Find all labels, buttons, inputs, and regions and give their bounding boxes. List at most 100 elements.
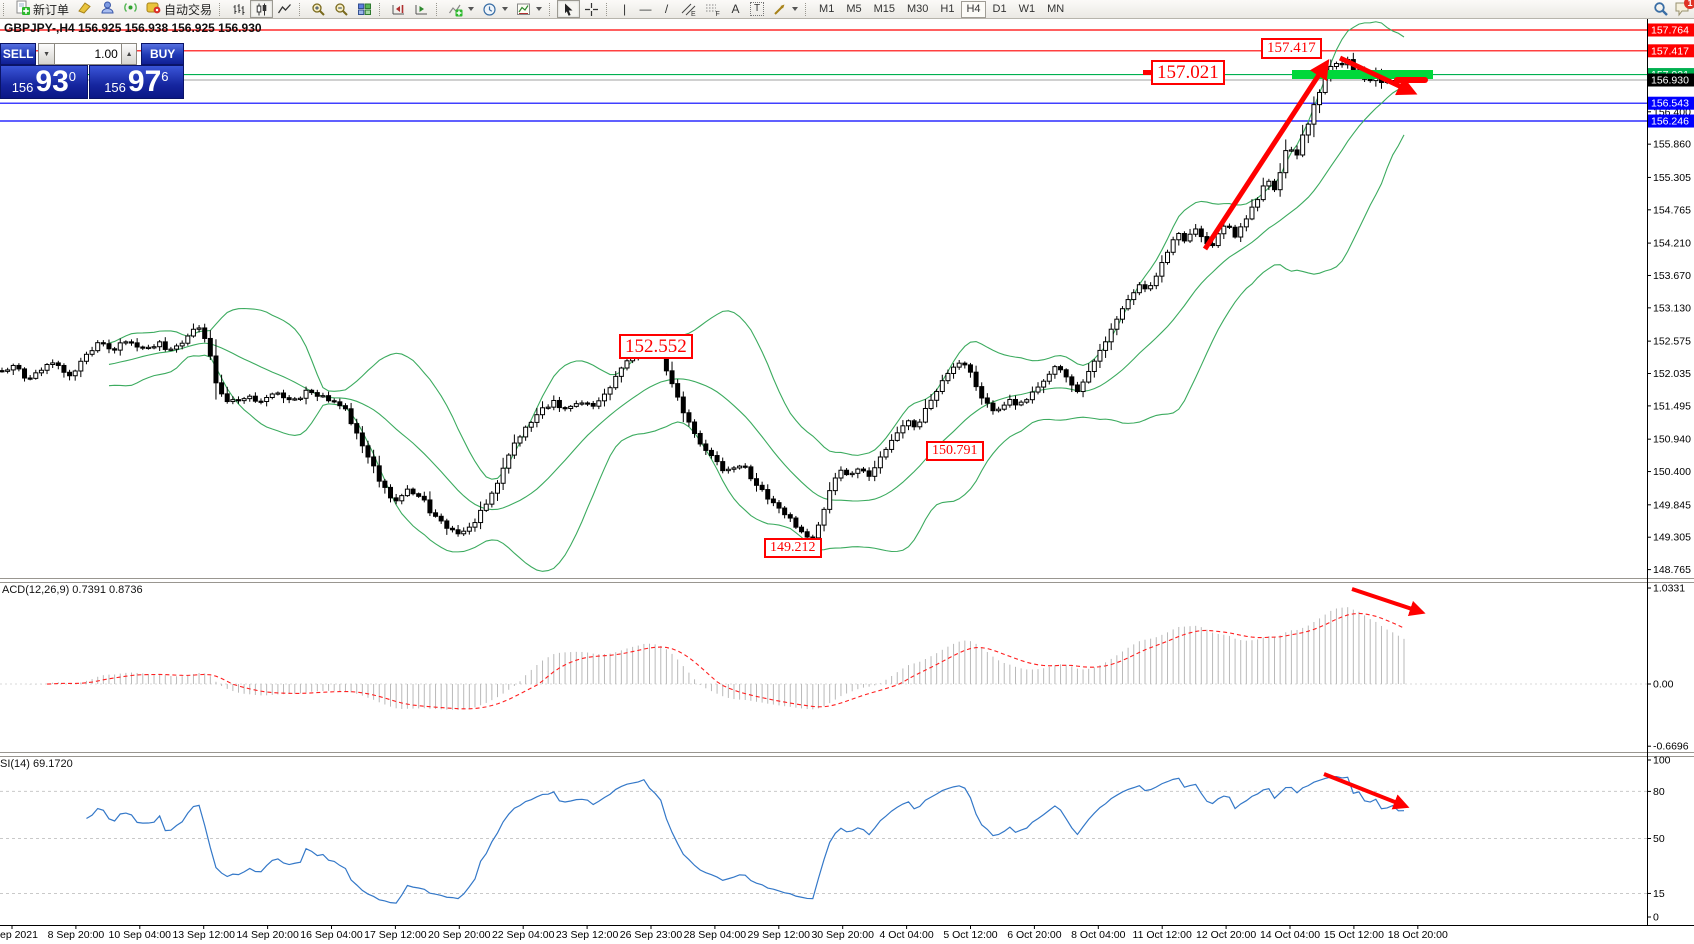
trend-arrow [1323,772,1410,810]
channel-button[interactable]: E [677,0,701,18]
buy-price-prefix: 156 [104,80,126,95]
volume-decrease-button[interactable]: ▼ [38,43,55,65]
x-axis-date-label: 11 Oct 12:00 [1133,929,1193,941]
rsi-tick-label: 50 [1653,833,1665,845]
price-callout-label[interactable]: 150.791 [926,441,984,461]
horizontal-line-button[interactable]: — [639,1,652,16]
timeframe-button-h1[interactable]: H1 [940,2,955,15]
bar-chart-button[interactable] [227,0,250,18]
chevron-down-icon [792,7,799,11]
buy-price[interactable]: 156 97 6 [88,65,184,99]
zoom-group [307,0,376,18]
x-axis-date-label: 18 Oct 20:00 [1388,929,1448,941]
toolbar-handle[interactable] [549,2,554,16]
timeframe-button-m5[interactable]: M5 [846,2,862,15]
x-axis-date-label: 8 Sep 20:00 [48,929,105,941]
trading-group: 新订单 自动交易 [11,0,216,18]
search-button[interactable] [1653,1,1669,20]
callout-anchor-mark [1143,70,1152,75]
price-callout-label[interactable]: 149.212 [764,538,822,558]
toolbar-handle[interactable] [436,2,441,16]
tile-windows-button[interactable] [353,0,376,18]
svg-text:F: F [716,11,720,17]
chevron-down-icon [468,7,475,11]
trend-arrow [1351,587,1426,617]
rsi-tick-label: 100 [1653,755,1671,767]
toolbar-handle[interactable] [299,2,304,16]
rsi-line [86,776,1405,904]
objects-group [444,0,546,18]
shapes-button[interactable] [768,0,802,18]
new-order-label: 新订单 [33,2,70,17]
buy-button[interactable]: BUY [141,43,184,65]
new-order-button[interactable]: 新订单 [11,0,73,18]
volume-increase-button[interactable]: ▲ [120,43,138,65]
x-axis-date-label: 20 Sep 20:00 [428,929,491,941]
toolbar-handle[interactable] [379,2,384,16]
signal-button[interactable] [119,0,142,18]
timeframe-button-mn[interactable]: MN [1047,2,1065,15]
chart-type-group [227,0,296,18]
x-axis-date-label: 4 Oct 04:00 [879,929,933,941]
timeframe-button-w1[interactable]: W1 [1018,2,1036,15]
profile-button[interactable] [96,0,119,18]
chart-shift-button[interactable] [387,0,410,18]
text-button[interactable]: A [731,1,740,16]
chart-area[interactable]: 156.400155.860155.305154.765154.210153.6… [0,18,1694,944]
trend-arrow [1202,58,1330,251]
timeframe-button-m30[interactable]: M30 [907,2,929,15]
candles [0,52,1407,543]
macd-tick-label: -0.6696 [1653,741,1689,753]
timeframe-button-m15[interactable]: M15 [873,2,895,15]
timeframe-button-d1[interactable]: D1 [992,2,1007,15]
toolbar-handle[interactable] [219,2,224,16]
sell-button[interactable]: SELL [0,43,37,65]
chevron-down-icon [502,7,509,11]
sell-price[interactable]: 156 93 0 [0,65,88,99]
zoom-in-button[interactable] [307,0,330,18]
notifications-button[interactable]: 1 [1674,0,1694,20]
toolbar-handle[interactable] [606,2,611,16]
x-axis-date-label: 16 Sep 04:00 [300,929,363,941]
timeframe-button-h4[interactable]: H4 [961,0,986,18]
volume-input[interactable] [54,43,121,65]
template-button[interactable] [512,0,546,18]
fibonacci-button[interactable]: F [701,0,725,18]
trend-arrow [1338,55,1418,96]
vertical-line-button[interactable]: | [622,1,627,16]
toolbar-handle[interactable] [3,2,8,16]
price-callout-label[interactable]: 152.552 [619,334,693,359]
price-badge-label: 156.543 [1651,98,1689,110]
text-label-button[interactable]: T [746,0,768,18]
trendline-button[interactable]: / [664,1,669,16]
periods-button[interactable] [478,0,512,18]
timeframe-button-m1[interactable]: M1 [819,2,835,15]
svg-text:E: E [691,11,696,17]
macd-tick-label: 0.00 [1653,679,1674,691]
toolbar-handle[interactable] [805,2,810,16]
indicators-button[interactable] [444,0,478,18]
drawing-group: | — / E F A T [614,0,802,18]
highlighter-button[interactable] [73,0,96,18]
crosshair-button[interactable] [580,0,603,18]
chart-drawings[interactable] [1143,55,1433,810]
price-badge-label: 156.246 [1651,116,1689,128]
signal-icon [123,0,138,18]
chart-title: GBPJPY-,H4 156.925 156.938 156.925 156.9… [4,21,262,35]
sell-price-prefix: 156 [11,80,34,95]
candlestick-chart-button[interactable] [250,0,274,18]
x-axis-date-label: 17 Sep 12:00 [364,929,427,941]
auto-scroll-button[interactable] [410,0,433,18]
zoom-out-button[interactable] [330,0,353,18]
price-callout-label[interactable]: 157.021 [1151,60,1225,85]
notification-badge: 1 [1684,0,1694,9]
x-axis-date-label: 26 Sep 23:00 [620,929,683,941]
x-axis-date-label: 22 Sep 04:00 [492,929,555,941]
x-axis-date-label: 28 Sep 04:00 [684,929,747,941]
cursor-button[interactable] [557,0,581,18]
line-chart-button[interactable] [273,0,296,18]
x-axis: ep 2021 8 Sep 20:00 10 Sep 04:00 13 Sep 12:… [0,925,1448,941]
price-callout-label[interactable]: 157.417 [1261,38,1322,59]
autotrade-button[interactable]: 自动交易 [142,0,216,18]
macd-histogram [24,607,1405,710]
